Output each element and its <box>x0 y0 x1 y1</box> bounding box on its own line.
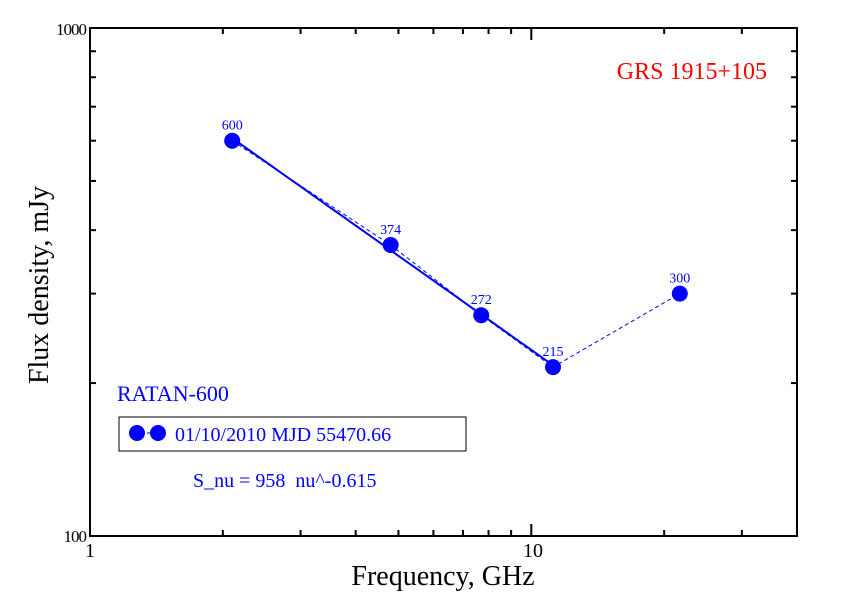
data-label: 374 <box>380 223 401 238</box>
x-tick-label-1: 1 <box>85 540 95 562</box>
legend-label: 01/10/2010 MJD 55470.66 <box>175 424 391 446</box>
axis-ticks <box>90 28 797 536</box>
legend: 01/10/2010 MJD 55470.66 <box>118 416 467 452</box>
data-point <box>545 359 562 376</box>
data-label: 300 <box>669 272 690 287</box>
fit-label: S_nu = 958 nu^-0.615 <box>193 470 376 492</box>
plot-frame <box>89 27 798 537</box>
instrument-label: RATAN-600 <box>117 381 229 406</box>
y-tick-label-1000: 1000 <box>56 20 87 39</box>
data-point <box>224 132 241 149</box>
x-axis-label: Frequency, GHz <box>351 561 534 592</box>
data-point <box>473 307 490 324</box>
series-line <box>231 140 681 368</box>
data-label: 272 <box>471 293 492 308</box>
y-tick-label-100: 100 <box>64 527 87 546</box>
data-label: 215 <box>543 345 564 360</box>
data-point <box>382 236 399 253</box>
data-point <box>671 285 688 302</box>
x-tick-label-10: 10 <box>523 540 543 562</box>
y-axis-label: Flux density, mJy <box>24 186 55 384</box>
legend-box <box>118 416 467 452</box>
data-marks: 600 374 272 215 300 <box>222 119 690 376</box>
data-label: 600 <box>222 119 243 134</box>
chart-title: GRS 1915+105 <box>617 59 767 85</box>
